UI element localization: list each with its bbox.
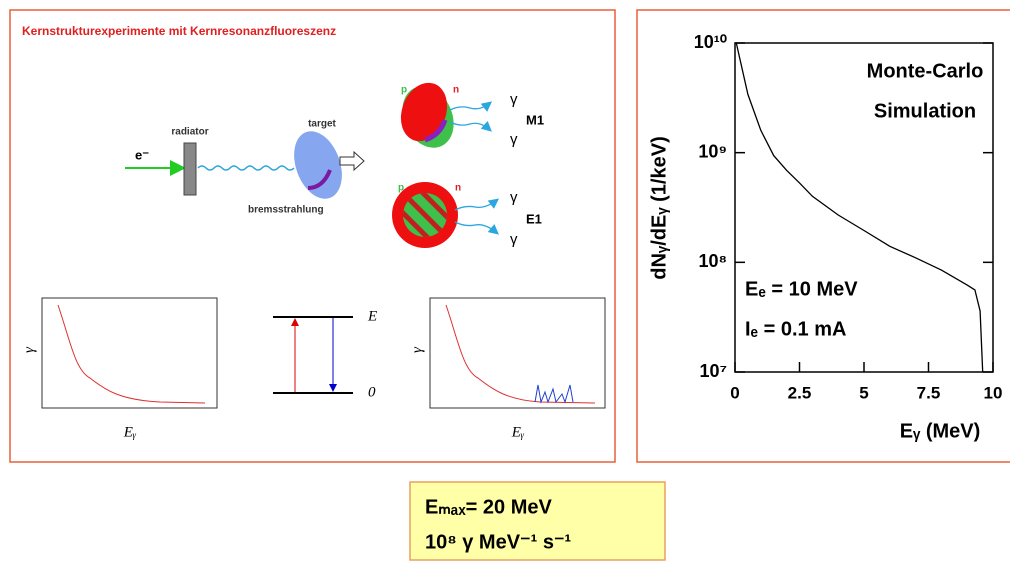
y-axis-label: dNᵧ/dEᵧ (1/keV) — [648, 136, 670, 279]
upper-level-label: E — [367, 308, 377, 324]
x-axis-label: Eᵧ — [123, 424, 137, 440]
gamma-label: γ — [510, 189, 518, 206]
info-box: Eₘₐₓ= 20 MeV 10⁸ γ MeV⁻¹ s⁻¹ — [410, 482, 665, 560]
y-tick-label: 10⁹ — [698, 141, 727, 161]
x-axis-label: Eᵧ — [511, 424, 525, 440]
radiator-label: radiator — [171, 127, 208, 138]
radiator — [184, 143, 196, 195]
x-tick-label: 2.5 — [788, 383, 812, 402]
proton-label: p — [401, 85, 407, 96]
left-panel: Kernstrukturexperimente mit Kernresonanz… — [10, 10, 615, 462]
target-label: target — [308, 119, 336, 130]
annotation: Monte-Carlo — [867, 60, 984, 82]
x-tick-label: 0 — [730, 383, 739, 402]
lower-level-label: 0 — [368, 384, 376, 400]
x-axis-label: Eᵧ (MeV) — [900, 420, 981, 442]
x-tick-label: 7.5 — [917, 383, 941, 402]
neutron-label: n — [453, 85, 459, 96]
panel-title: Kernstrukturexperimente mit Kernresonanz… — [22, 24, 336, 38]
slide: Kernstrukturexperimente mit Kernresonanz… — [0, 0, 1010, 564]
neutron-label: n — [455, 183, 461, 194]
gamma-label: γ — [510, 231, 518, 248]
bremsstrahlung-label: bremsstrahlung — [248, 205, 324, 216]
gamma-label: γ — [510, 91, 518, 108]
y-tick-label: 10⁸ — [698, 251, 727, 271]
electron-label: e⁻ — [135, 147, 149, 162]
e1-label: E1 — [526, 211, 542, 226]
y-tick-label: 10¹⁰ — [694, 32, 727, 52]
info-line: Eₘₐₓ= 20 MeV — [425, 496, 552, 518]
annotation: Eₑ = 10 MeV — [745, 278, 858, 300]
chart-panel: Monte-Carlo Simulation Eₑ = 10 MeV Iₑ = … — [637, 10, 1010, 462]
gamma-label: γ — [510, 131, 518, 148]
annotation: Iₑ = 0.1 mA — [745, 318, 846, 340]
proton-label: p — [398, 183, 404, 194]
x-tick-label: 10 — [984, 383, 1003, 402]
x-tick-label: 5 — [859, 383, 868, 402]
y-tick-label: 10⁷ — [700, 361, 727, 381]
panel-frame — [10, 10, 615, 462]
annotation: Simulation — [874, 100, 976, 122]
info-line: 10⁸ γ MeV⁻¹ s⁻¹ — [425, 531, 572, 553]
m1-label: M1 — [526, 112, 544, 127]
